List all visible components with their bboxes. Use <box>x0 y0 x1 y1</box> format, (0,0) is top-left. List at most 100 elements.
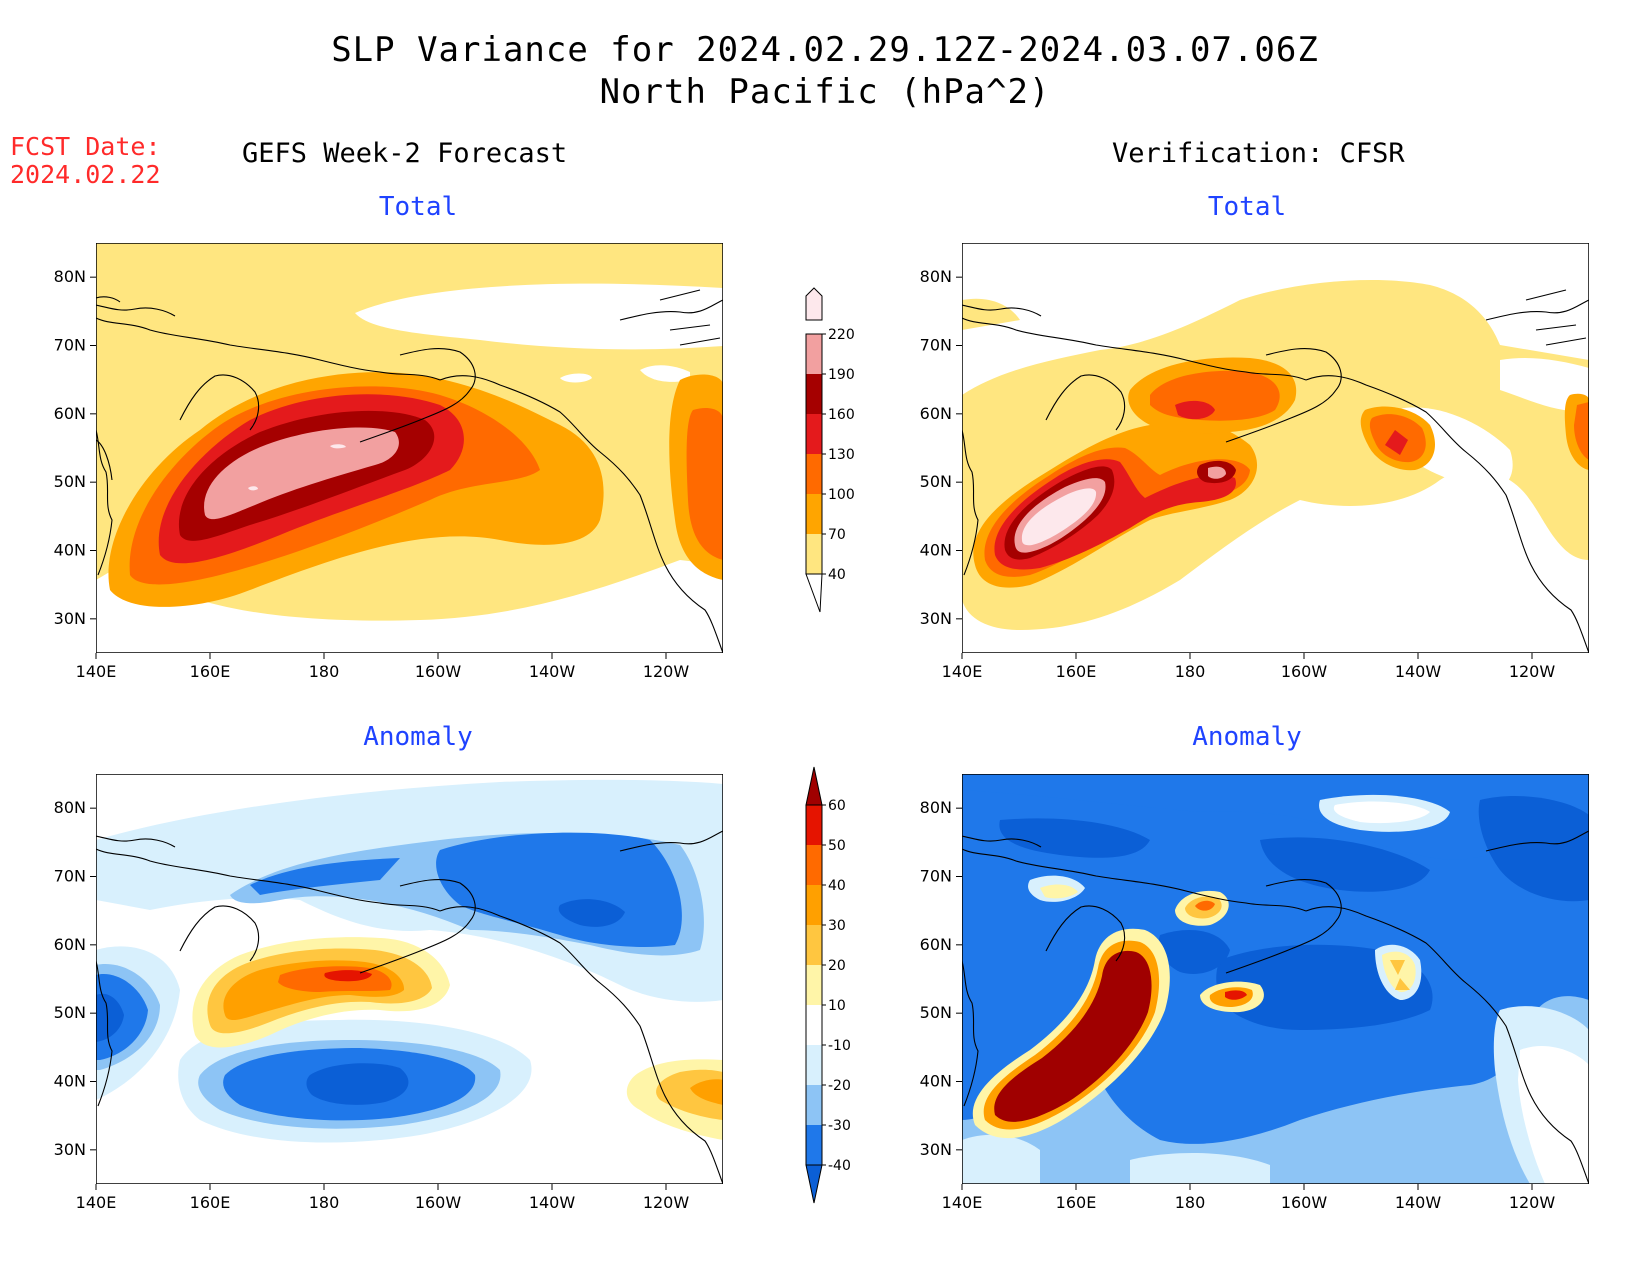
map-panel-cfsr-anomaly <box>962 774 1589 1184</box>
colorbar-total-label: 40 <box>828 567 846 583</box>
lat-tick-label: 70N <box>54 867 86 886</box>
fcst-date-value: 2024.02.22 <box>10 160 161 189</box>
lon-tick-label: 140E <box>76 662 117 681</box>
lon-tick-label: 120W <box>1509 1193 1556 1212</box>
lat-tick-label: 30N <box>54 609 86 628</box>
lon-tick-label: 120W <box>643 1193 690 1212</box>
colorbar-total-segments: 40 70 100 130 160 190 220 <box>805 327 855 613</box>
lat-tick-label: 70N <box>920 336 952 355</box>
lat-tick-label: 80N <box>54 267 86 286</box>
lat-tick-label: 30N <box>920 1140 952 1159</box>
colorbar-anomaly-segment <box>806 1045 822 1085</box>
lat-tick-label: 60N <box>54 935 86 954</box>
colorbar-anomaly-label: 40 <box>828 878 846 894</box>
lat-tick-label: 50N <box>54 1003 86 1022</box>
lat-tick-label: 60N <box>920 404 952 423</box>
colorbar-anomaly-label: 60 <box>828 798 846 814</box>
lon-tick-label: 160W <box>1281 1193 1328 1212</box>
axis-labels: 80N 70N 60N 50N 40N 30N 140E 160E 180 160W 140W 120… <box>54 267 1556 1212</box>
lat-tick-label: 60N <box>54 404 86 423</box>
lon-tick-label: 160W <box>415 662 462 681</box>
colorbar-total-label: 160 <box>828 407 855 423</box>
lon-tick-label: 140W <box>529 1193 576 1212</box>
lat-tick-label: 80N <box>920 267 952 286</box>
coastlines <box>962 830 1589 1184</box>
lon-tick-label: 180 <box>1175 1193 1206 1212</box>
colorbar-total-segment <box>806 454 822 494</box>
lon-tick-label: 140W <box>529 662 576 681</box>
map-panel-gefs-anomaly <box>96 774 723 1184</box>
colorbar-anomaly-segments: -40 -30 -20 -10 10 20 30 40 50 60 <box>805 766 851 1204</box>
lon-tick-label: 160W <box>1281 662 1328 681</box>
colorbar-total-segment <box>806 494 822 534</box>
lon-tick-label: 160E <box>1056 1193 1097 1212</box>
colorbar-anomaly-label: 10 <box>828 998 846 1014</box>
lon-tick-label: 180 <box>309 662 340 681</box>
lat-tick-label: 60N <box>920 935 952 954</box>
contour-190 <box>204 427 399 520</box>
left-column-heading: GEFS Week-2 Forecast <box>242 138 568 169</box>
map-panel-gefs-total <box>96 243 723 653</box>
main-subtitle: North Pacific (hPa^2) <box>599 72 1051 112</box>
colorbar-anomaly-segment <box>806 805 822 845</box>
contour-40 <box>962 280 1589 630</box>
lon-tick-label: 160E <box>190 1193 231 1212</box>
colorbar-anomaly-segment <box>806 1005 822 1045</box>
lat-tick-label: 40N <box>54 1072 86 1091</box>
contour-neg40 <box>558 899 625 927</box>
contour-220 <box>1021 488 1097 546</box>
colorbar-anomaly-label: 50 <box>828 838 846 854</box>
colorbar-anomaly-label: -20 <box>828 1078 851 1094</box>
colorbar-total-label: 190 <box>828 367 855 383</box>
colorbar-total-label: 100 <box>828 487 855 503</box>
colorbar-total-segment <box>806 534 822 574</box>
lat-tick-label: 70N <box>920 867 952 886</box>
colorbar-anomaly-segment <box>806 925 822 965</box>
panel-title-gefs-anomaly: Anomaly <box>363 722 473 752</box>
lon-tick-label: 120W <box>1509 662 1556 681</box>
colorbar-anomaly-frame <box>805 804 823 1166</box>
lon-tick-label: 180 <box>309 1193 340 1212</box>
colorbar-total-segment <box>806 374 822 414</box>
lon-tick-label: 140W <box>1395 662 1442 681</box>
panel-title-gefs-total: Total <box>378 192 458 222</box>
right-column-heading: Verification: CFSR <box>1112 138 1405 169</box>
colorbar-total <box>805 287 823 321</box>
low-variance-area <box>355 283 723 350</box>
colorbar-anomaly-segment <box>806 965 822 1005</box>
colorbar-total-label: 70 <box>828 527 846 543</box>
coastlines <box>96 830 723 1184</box>
colorbar-anomaly-upper-arrow <box>805 766 823 806</box>
lat-tick-label: 40N <box>920 541 952 560</box>
fcst-date-label: FCST Date: <box>10 132 161 161</box>
lon-tick-label: 120W <box>643 662 690 681</box>
colorbar-anomaly-lower-arrow <box>805 1164 823 1204</box>
colorbar-total-segment <box>806 414 822 454</box>
lon-tick-label: 140E <box>76 1193 117 1212</box>
lon-tick-label: 160E <box>1056 662 1097 681</box>
map-panel-cfsr-total <box>962 243 1589 653</box>
colorbar-anomaly-segment <box>806 885 822 925</box>
lon-tick-label: 180 <box>1175 662 1206 681</box>
colorbar-anomaly-label: 20 <box>828 958 846 974</box>
lon-tick-label: 140W <box>1395 1193 1442 1212</box>
lon-tick-label: 140E <box>942 1193 983 1212</box>
panel-title-cfsr-anomaly: Anomaly <box>1192 722 1302 752</box>
colorbar-anomaly-label: -10 <box>828 1038 851 1054</box>
lat-tick-label: 80N <box>920 798 952 817</box>
colorbar-total-label: 220 <box>828 327 855 343</box>
contour-pos60 <box>994 950 1152 1122</box>
lat-tick-label: 50N <box>920 472 952 491</box>
colorbar-anomaly-label: -30 <box>828 1118 851 1134</box>
lon-tick-label: 140E <box>942 662 983 681</box>
colorbar-anomaly-segment <box>806 845 822 885</box>
main-title: SLP Variance for 2024.02.29.12Z-2024.03.… <box>331 30 1319 70</box>
colorbar-total-lower-arrow <box>805 573 823 613</box>
lat-tick-label: 50N <box>920 1003 952 1022</box>
panel-title-cfsr-total: Total <box>1207 192 1287 222</box>
lat-tick-label: 30N <box>920 609 952 628</box>
lat-tick-label: 70N <box>54 336 86 355</box>
colorbar-anomaly-segment <box>806 1085 822 1125</box>
lon-tick-label: 160E <box>190 662 231 681</box>
